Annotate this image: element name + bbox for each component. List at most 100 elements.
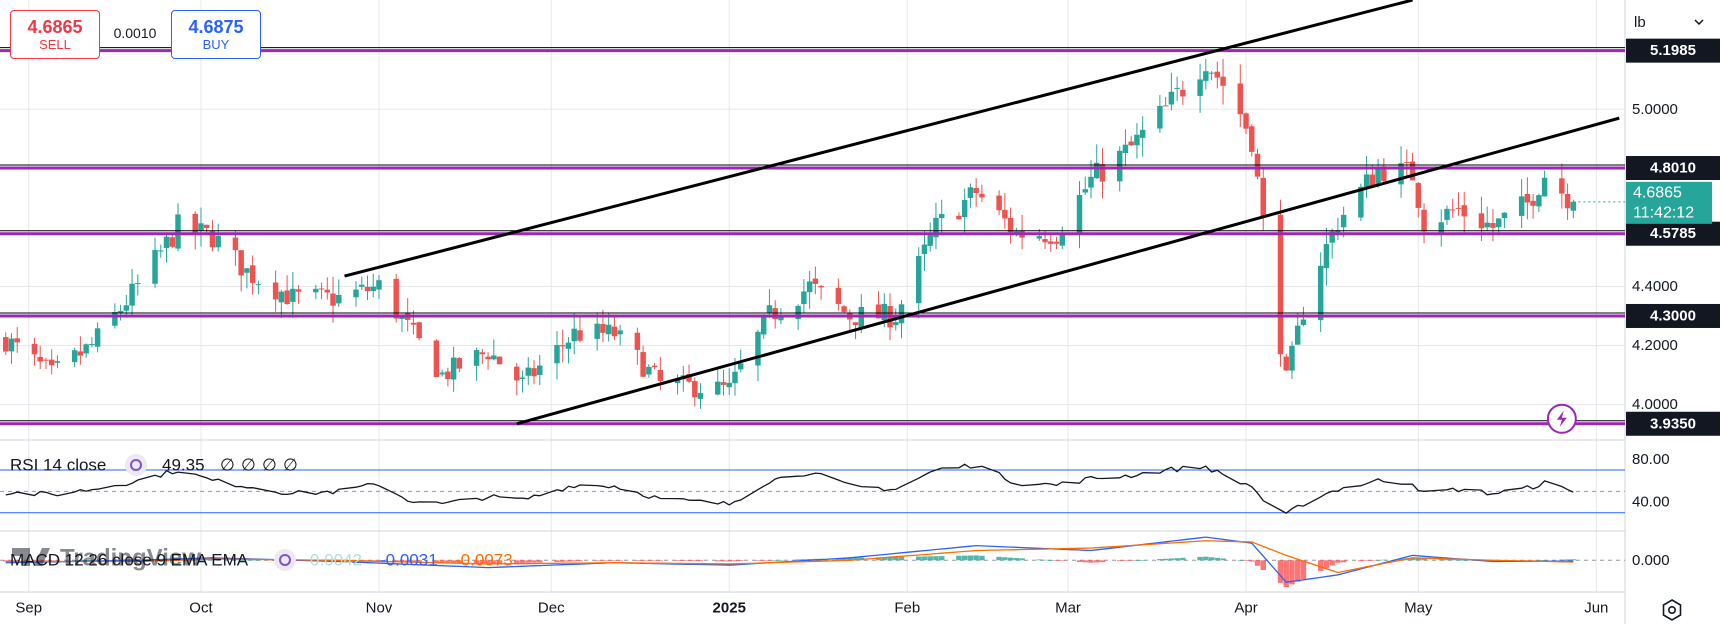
candle xyxy=(31,337,38,366)
level-label: 3.9350 xyxy=(1650,415,1696,432)
candle-body xyxy=(1524,193,1531,203)
candle xyxy=(37,345,43,370)
candle-body xyxy=(1203,71,1209,81)
candle xyxy=(577,317,583,343)
chevron-down-icon xyxy=(1694,19,1704,25)
candle-body xyxy=(565,342,572,349)
candle-body xyxy=(531,368,537,377)
macd-histogram-bar xyxy=(1541,560,1548,561)
candle xyxy=(48,349,55,375)
candle-body xyxy=(1036,236,1043,239)
candle-body xyxy=(330,293,336,306)
candle xyxy=(324,277,331,300)
candle xyxy=(605,313,612,342)
candle-body xyxy=(1363,174,1370,188)
macd-histogram-bar xyxy=(795,559,801,561)
candle-body xyxy=(1438,222,1444,234)
candle-body xyxy=(979,193,985,198)
candle xyxy=(249,255,256,295)
candle xyxy=(479,348,486,364)
candle-body xyxy=(175,214,181,249)
candle xyxy=(1294,312,1301,345)
candle-body xyxy=(537,365,543,375)
macd-histogram-bar xyxy=(433,560,440,564)
candle xyxy=(313,284,319,300)
candle-body xyxy=(1375,167,1381,184)
macd-histogram-bar xyxy=(554,560,560,562)
candle xyxy=(158,244,164,258)
candle-body xyxy=(1559,178,1565,194)
sell-price: 4.6865 xyxy=(27,16,83,37)
macd-histogram-bar xyxy=(916,556,922,561)
candle xyxy=(1174,76,1180,101)
candle-body xyxy=(1300,319,1307,325)
candle xyxy=(1450,198,1456,218)
candle-body xyxy=(1076,194,1083,234)
candle xyxy=(439,369,445,377)
candle xyxy=(1048,234,1054,253)
candle xyxy=(175,203,181,252)
gear-icon[interactable] xyxy=(1660,598,1684,622)
rsi-line xyxy=(5,463,1574,514)
candle-body xyxy=(14,338,20,343)
candle xyxy=(611,316,618,341)
macd-histogram-bar xyxy=(1007,557,1014,561)
candle-body xyxy=(1048,241,1054,244)
candle xyxy=(1203,58,1209,90)
candle-body xyxy=(1007,217,1014,233)
sell-button[interactable]: 4.6865 SELL xyxy=(10,10,100,59)
candle xyxy=(1536,193,1542,212)
candle xyxy=(255,280,262,295)
candle xyxy=(272,270,279,312)
candle-body xyxy=(1053,241,1060,244)
candle xyxy=(772,300,778,329)
candle-body xyxy=(812,278,819,284)
macd-histogram-bar xyxy=(1214,557,1221,561)
candle xyxy=(1076,181,1083,249)
rsi-settings-icon[interactable] xyxy=(125,454,147,476)
candle-body xyxy=(898,304,905,324)
candle-body xyxy=(772,308,778,320)
macd-settings-icon[interactable] xyxy=(274,549,296,571)
grid xyxy=(0,0,1626,624)
x-tick-label: Jun xyxy=(1584,600,1608,617)
candle xyxy=(496,356,503,365)
macd-histogram-bar xyxy=(48,560,55,561)
macd-histogram-bar xyxy=(611,560,618,561)
x-tick-label: Mar xyxy=(1055,600,1081,617)
candle-body xyxy=(238,250,244,276)
candle xyxy=(54,355,61,369)
candle xyxy=(766,289,773,318)
candle xyxy=(726,368,732,396)
candle-body xyxy=(1490,223,1496,228)
candle-body xyxy=(232,237,239,251)
candle-body xyxy=(916,255,922,304)
buy-button[interactable]: 4.6875 BUY xyxy=(171,10,261,59)
macd-histogram-bar xyxy=(881,557,888,561)
trend-line[interactable] xyxy=(344,0,1413,278)
macd-histogram-bar xyxy=(94,559,101,561)
candle-body xyxy=(272,282,279,300)
trend-line[interactable] xyxy=(516,116,1620,426)
level-label: 4.3000 xyxy=(1650,307,1696,324)
candle-body xyxy=(893,322,899,326)
candle-body xyxy=(215,235,221,248)
candle xyxy=(1461,191,1467,234)
candle xyxy=(456,357,463,373)
candle-body xyxy=(324,289,331,293)
macd-histogram-bar xyxy=(1002,557,1008,561)
unit-select[interactable]: lb xyxy=(1626,9,1712,35)
candle-body xyxy=(203,224,210,228)
candle-body xyxy=(1277,214,1284,355)
candle xyxy=(1363,155,1370,198)
candle-body xyxy=(198,223,204,231)
candle xyxy=(921,231,928,272)
macd-histogram-bar xyxy=(1317,560,1324,571)
candle-body xyxy=(732,371,738,384)
candle xyxy=(692,377,698,407)
candle-body xyxy=(1530,200,1536,206)
candle-body xyxy=(600,324,606,333)
rsi-extra-label: ∅ xyxy=(241,456,256,475)
macd-histogram-bar xyxy=(559,560,566,562)
